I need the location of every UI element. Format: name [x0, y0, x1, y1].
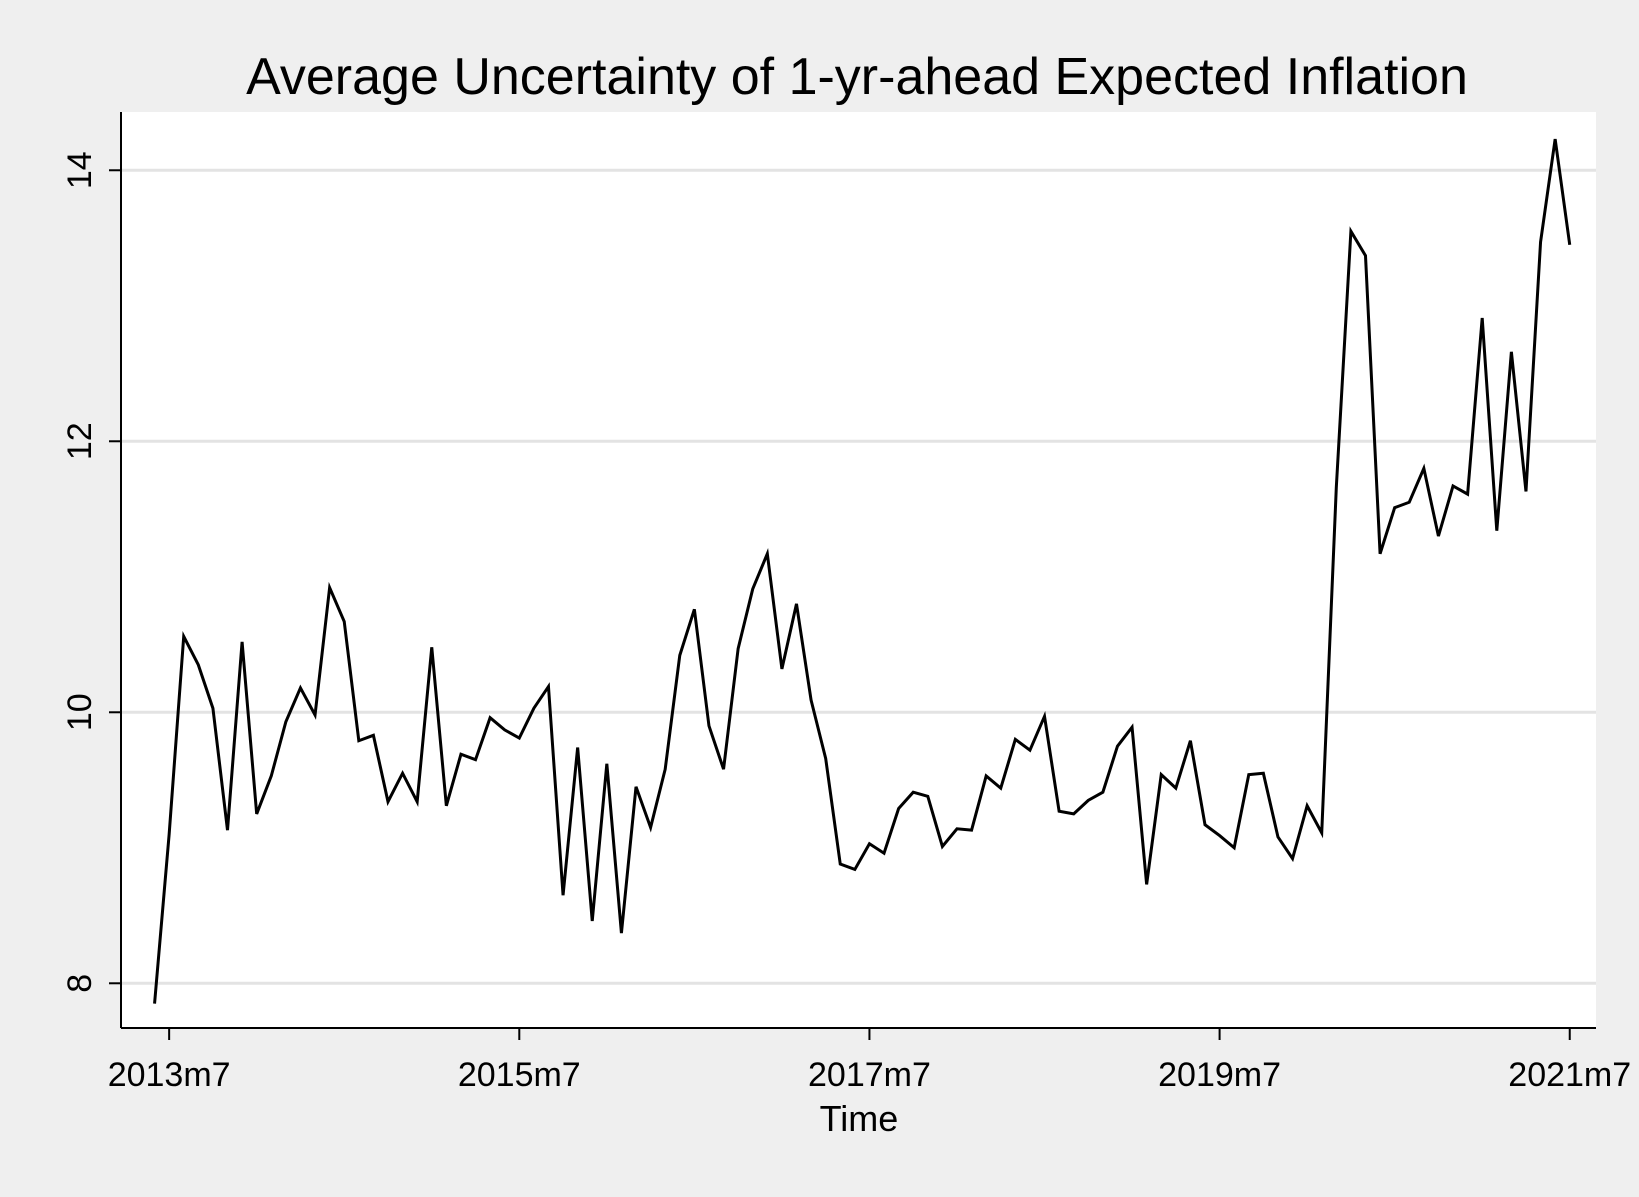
- y-tick-label-10: 10: [61, 693, 99, 731]
- y-tick-label-12: 12: [61, 422, 99, 460]
- x-tick-label-2019m7: 2019m7: [1158, 1056, 1281, 1094]
- chart-title: Average Uncertainty of 1-yr-ahead Expect…: [246, 48, 1468, 106]
- x-tick-label-2021m7: 2021m7: [1508, 1056, 1631, 1094]
- x-tick-label-2015m7: 2015m7: [458, 1056, 581, 1094]
- series-line-0: [153, 138, 1572, 1004]
- x-tick-label-2013m7: 2013m7: [108, 1056, 231, 1094]
- axes: [109, 112, 1596, 1040]
- y-tick-label-14: 14: [61, 151, 99, 189]
- x-tick-label-2017m7: 2017m7: [808, 1056, 931, 1094]
- series: [153, 138, 1572, 1004]
- y-tick-label-8: 8: [61, 974, 99, 993]
- plot-background: [121, 112, 1596, 1028]
- gridlines: [121, 168, 1596, 985]
- tick-labels: 8 10 12 14 2013m7 2015m7 2017m7 2019m7 2021m7: [61, 151, 1631, 1094]
- x-axis-title: Time: [820, 1098, 899, 1139]
